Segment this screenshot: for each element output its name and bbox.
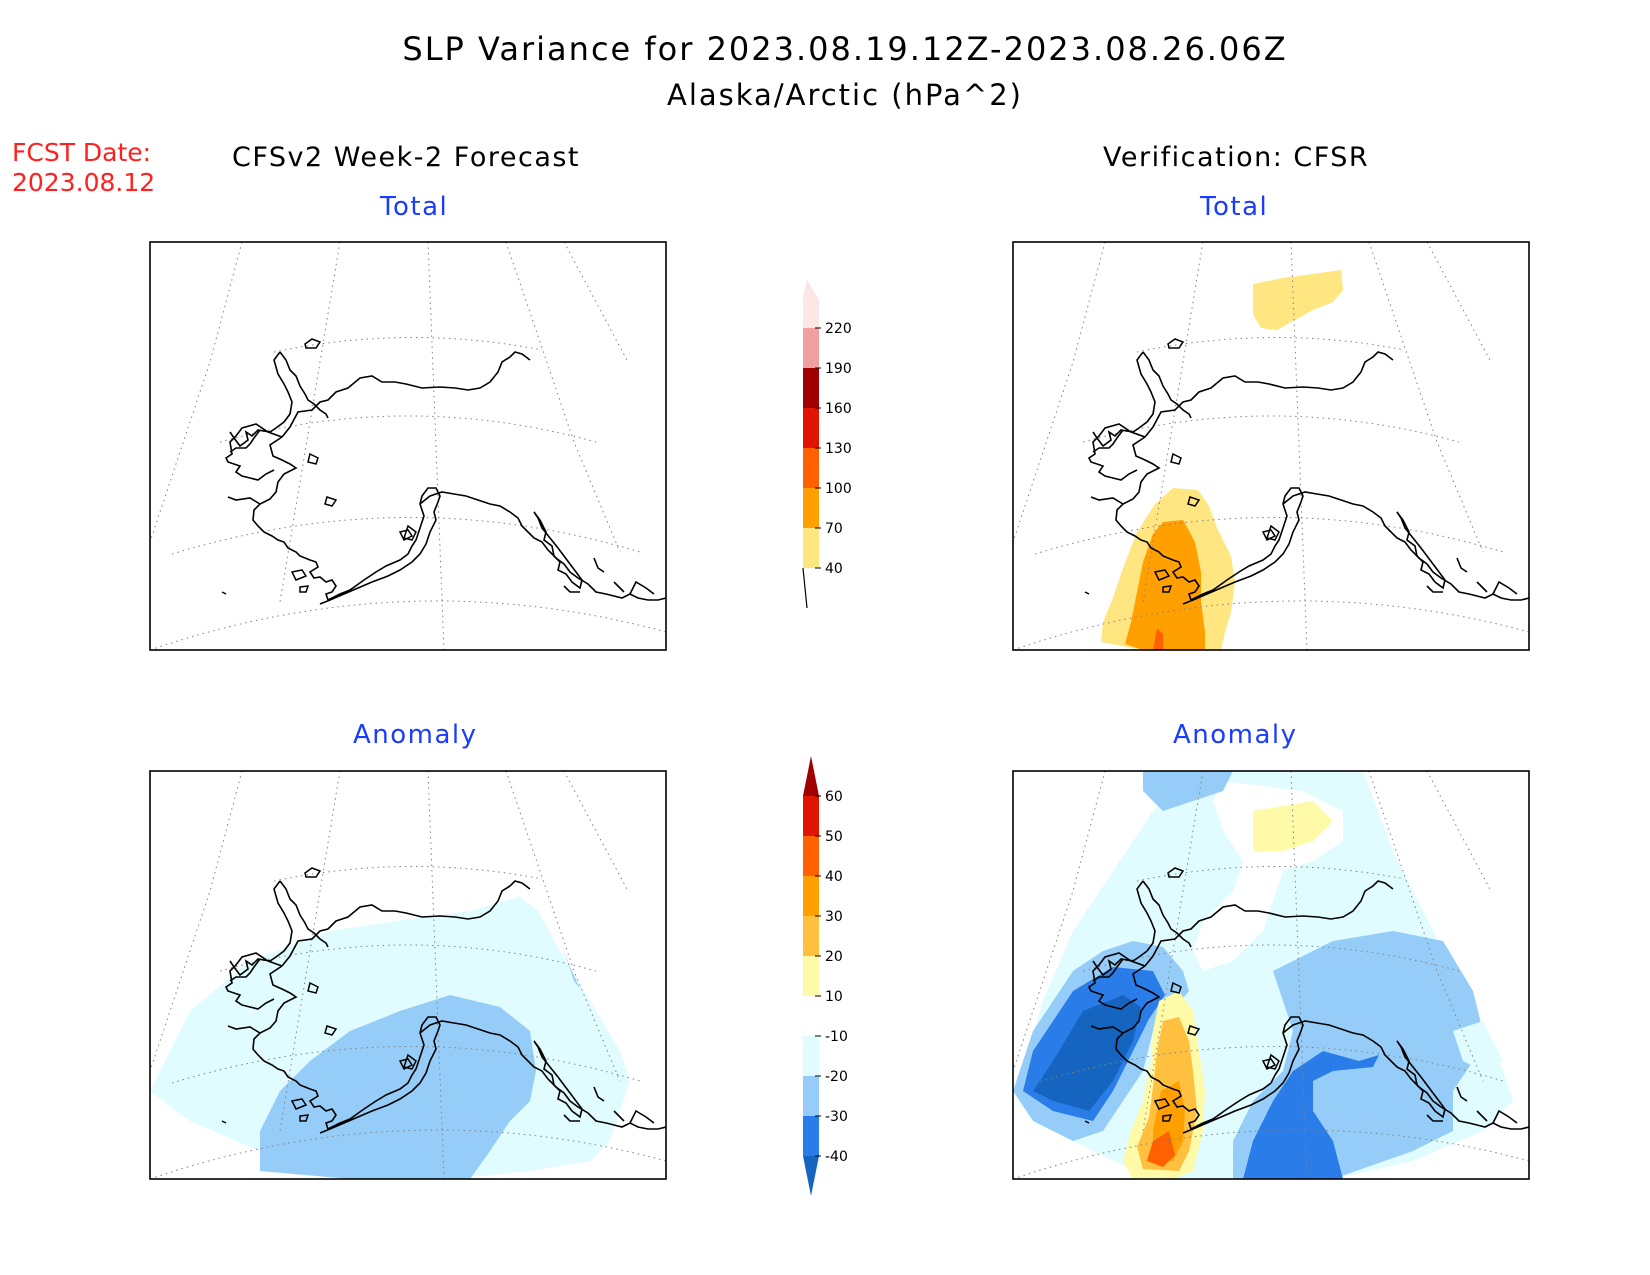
figure-subtitle: Alaska/Arctic (hPa^2) [667,78,1023,112]
panel-title-verification-total: Total [1200,192,1269,222]
colorbar-total-bin [803,328,819,368]
colorbar-anomaly-label: -10 [825,1029,848,1045]
colorbar-anomaly-label: 30 [825,909,843,925]
colorbar-anomaly-label: 10 [825,989,843,1005]
colorbar-anomaly-label: -20 [825,1069,848,1085]
map-panel-verification-anomaly [1012,770,1530,1180]
colorbar-anomaly-bin [803,876,819,916]
colorbar-total-label: 190 [825,361,852,377]
forecast-date-value: 2023.08.12 [12,168,156,197]
panel-title-forecast-anomaly: Anomaly [353,720,478,750]
map-panel-forecast-total [149,241,667,651]
colorbar-total-label: 70 [825,521,843,537]
colorbar-anomaly-bin [803,996,819,1036]
map-panel-verification-total [1012,241,1530,651]
colorbar-anomaly-label: 40 [825,869,843,885]
colorbar-total: 40 70 100 130 160 190 220 [802,280,852,609]
colorbar-total-bin [803,448,819,488]
colorbar-anomaly-label: -40 [825,1149,848,1165]
colorbar-total-label: 130 [825,441,852,457]
colorbar-total-label: 220 [825,321,852,337]
colorbar-anomaly-lower-triangle [803,1156,819,1196]
colorbar-anomaly-bin [803,916,819,956]
colorbar-anomaly-bin [803,1076,819,1116]
colorbar-anomaly-label: -30 [825,1109,848,1125]
panel-title-forecast-total: Total [380,192,449,222]
figure-title: SLP Variance for 2023.08.19.12Z-2023.08.… [402,30,1288,68]
colorbar-total-bin [803,408,819,448]
colorbar-total-label: 100 [825,481,852,497]
panel-title-verification-anomaly: Anomaly [1173,720,1298,750]
colorbar-total-label: 40 [825,561,843,577]
colorbar-anomaly-bin [803,956,819,996]
colorbar-anomaly-label: 20 [825,949,843,965]
colorbar-anomaly-bin [803,836,819,876]
colorbar-total-bin [803,528,819,568]
colorbar-total-bin [803,488,819,528]
colorbar-anomaly-upper-triangle [803,756,819,796]
column-title-verification: Verification: CFSR [1103,142,1370,173]
colorbar-anomaly-label: 50 [825,829,843,845]
colorbar-total-bin [803,280,819,328]
colorbar-total-bin [803,368,819,408]
colorbar-anomaly-bin [803,796,819,836]
forecast-date-label: FCST Date: [12,138,152,167]
colorbar-total-lower-tail [802,567,808,609]
map-panel-forecast-anomaly [149,770,667,1180]
colorbar-anomaly-bin [803,1116,819,1156]
forecast-date: FCST Date: 2023.08.12 [12,138,155,198]
colorbar-anomaly: -40 -30 -20 -10 10 20 30 40 50 60 [803,756,848,1196]
colorbar-anomaly-label: 60 [825,789,843,805]
colorbar-total-label: 160 [825,401,852,417]
column-title-forecast: CFSv2 Week-2 Forecast [232,142,581,173]
colorbar-anomaly-bin [803,1036,819,1076]
